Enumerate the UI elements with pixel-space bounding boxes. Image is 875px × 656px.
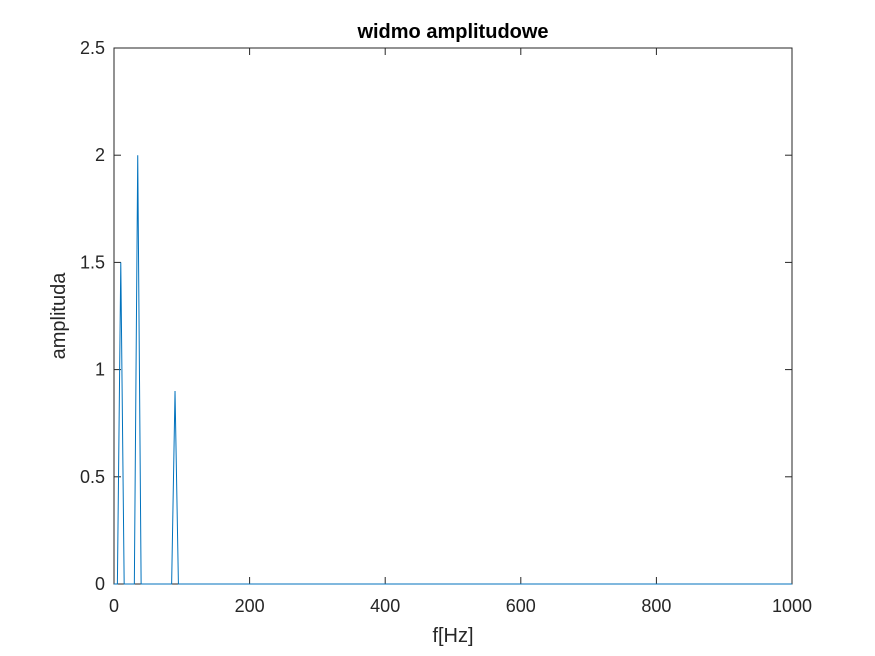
x-tick-label: 200 xyxy=(235,596,265,616)
plot-lines xyxy=(114,155,792,585)
x-tick-label: 800 xyxy=(641,596,671,616)
x-tick-label: 1000 xyxy=(772,596,812,616)
x-tick-label: 600 xyxy=(506,596,536,616)
axes-frame xyxy=(113,47,793,585)
y-tick-label: 2 xyxy=(95,145,105,165)
axes-box xyxy=(113,47,793,585)
y-axis-ticks: 0 0.5 1 1.5 2 2.5 xyxy=(80,38,792,594)
y-tick-label: 1 xyxy=(95,360,105,380)
y-tick-label: 0 xyxy=(95,574,105,594)
y-axis-label: amplituda xyxy=(48,272,70,360)
series-line xyxy=(114,155,792,585)
x-axis-label: f[Hz] xyxy=(432,625,473,647)
y-tick-label: 1.5 xyxy=(80,252,105,272)
x-tick-label: 400 xyxy=(370,596,400,616)
y-tick-label: 2.5 xyxy=(80,38,105,58)
y-tick-label: 0.5 xyxy=(80,467,105,487)
x-tick-label: 0 xyxy=(109,596,119,616)
chart-title: widmo amplitudowe xyxy=(356,21,548,43)
x-axis-ticks: 0 200 400 600 800 1000 xyxy=(109,48,812,616)
